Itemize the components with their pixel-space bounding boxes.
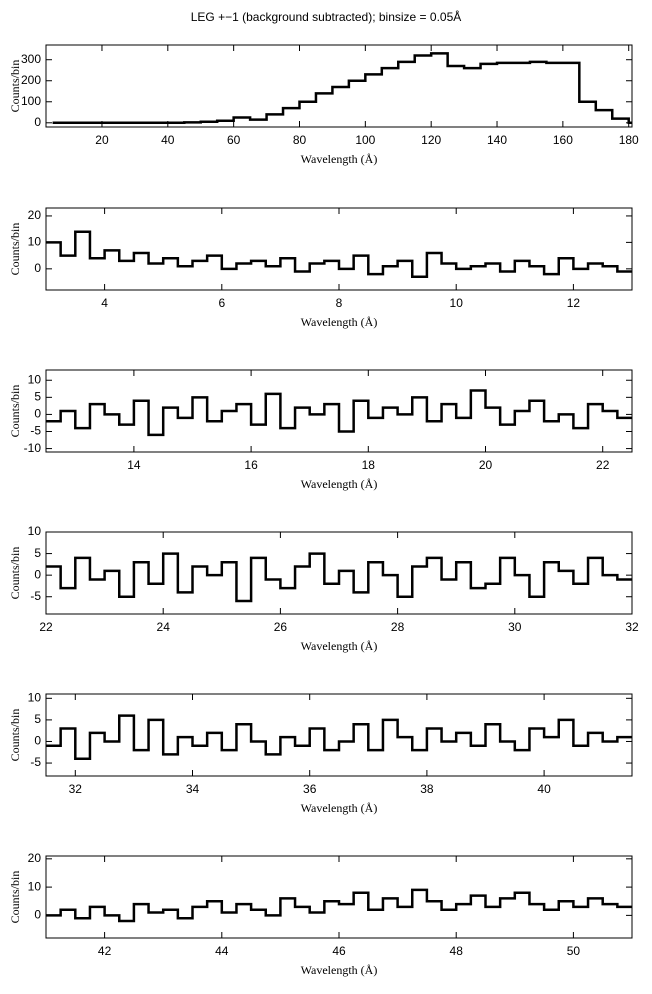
x-tick-label: 8 bbox=[336, 296, 343, 310]
x-axis-label: Wavelength (Å) bbox=[301, 963, 378, 977]
spectrum-line bbox=[52, 52, 632, 125]
x-tick-label: 22 bbox=[596, 458, 610, 472]
y-tick-label: 10 bbox=[28, 235, 42, 249]
x-tick-label: 50 bbox=[567, 944, 581, 958]
x-tick-label: 48 bbox=[450, 944, 464, 958]
x-tick-label: 34 bbox=[186, 782, 200, 796]
y-tick-label: 20 bbox=[28, 208, 42, 222]
y-tick-label: 200 bbox=[21, 73, 41, 87]
y-tick-label: 10 bbox=[28, 372, 42, 386]
x-tick-label: 36 bbox=[303, 782, 317, 796]
x-tick-label: 14 bbox=[127, 458, 141, 472]
y-tick-label: 300 bbox=[21, 52, 41, 66]
y-tick-label: 5 bbox=[34, 712, 41, 726]
x-tick-label: 12 bbox=[567, 296, 581, 310]
x-tick-label: 80 bbox=[293, 133, 307, 147]
y-tick-label: 0 bbox=[34, 115, 41, 129]
x-tick-label: 140 bbox=[487, 133, 507, 147]
x-tick-label: 24 bbox=[157, 620, 171, 634]
x-tick-label: 160 bbox=[553, 133, 573, 147]
x-tick-label: 40 bbox=[161, 133, 175, 147]
x-axis-label: Wavelength (Å) bbox=[301, 152, 378, 166]
x-tick-label: 44 bbox=[215, 944, 229, 958]
x-tick-label: 60 bbox=[227, 133, 241, 147]
x-tick-label: 42 bbox=[98, 944, 112, 958]
y-tick-label: 5 bbox=[34, 546, 41, 560]
y-axis-label: Counts/bin bbox=[8, 547, 22, 600]
y-tick-label: 5 bbox=[34, 390, 41, 404]
x-axis-label: Wavelength (Å) bbox=[301, 639, 378, 653]
x-tick-label: 40 bbox=[537, 782, 551, 796]
x-axis-label: Wavelength (Å) bbox=[301, 315, 378, 329]
y-tick-label: -10 bbox=[24, 441, 42, 455]
x-axis-label: Wavelength (Å) bbox=[301, 477, 378, 491]
x-tick-label: 6 bbox=[218, 296, 225, 310]
y-tick-label: -5 bbox=[30, 424, 41, 438]
y-tick-label: -5 bbox=[30, 589, 41, 603]
spectrum-line bbox=[46, 714, 632, 760]
plot-frame bbox=[45, 369, 633, 453]
x-tick-label: 180 bbox=[619, 133, 639, 147]
y-axis-label: Counts/bin bbox=[8, 709, 22, 762]
y-tick-label: 10 bbox=[28, 524, 42, 538]
x-tick-label: 20 bbox=[479, 458, 493, 472]
x-tick-label: 20 bbox=[95, 133, 109, 147]
plot-frame bbox=[45, 207, 633, 291]
y-axis-label: Counts/bin bbox=[8, 223, 22, 276]
plot-frame bbox=[45, 531, 633, 615]
x-tick-label: 28 bbox=[391, 620, 405, 634]
plot-frame bbox=[45, 44, 633, 128]
y-tick-label: 10 bbox=[28, 690, 42, 704]
y-tick-label: 0 bbox=[34, 407, 41, 421]
spectrum-line bbox=[46, 888, 632, 923]
x-tick-label: 32 bbox=[69, 782, 83, 796]
x-tick-label: 4 bbox=[101, 296, 108, 310]
x-tick-label: 38 bbox=[420, 782, 434, 796]
y-axis-label: Counts/bin bbox=[8, 60, 22, 113]
y-tick-label: 0 bbox=[34, 908, 41, 922]
chart-title: LEG +−1 (background subtracted); binsize… bbox=[191, 9, 462, 24]
x-tick-label: 16 bbox=[244, 458, 258, 472]
y-tick-label: -5 bbox=[30, 755, 41, 769]
x-tick-label: 10 bbox=[450, 296, 464, 310]
y-tick-label: 20 bbox=[28, 851, 42, 865]
y-axis-label: Counts/bin bbox=[8, 871, 22, 924]
y-tick-label: 0 bbox=[34, 261, 41, 275]
y-tick-label: 0 bbox=[34, 567, 41, 581]
y-tick-label: 10 bbox=[28, 879, 42, 893]
x-tick-label: 46 bbox=[332, 944, 346, 958]
spectrum-line bbox=[46, 389, 632, 437]
x-axis-label: Wavelength (Å) bbox=[301, 801, 378, 815]
x-tick-label: 26 bbox=[274, 620, 288, 634]
y-tick-label: 0 bbox=[34, 734, 41, 748]
x-tick-label: 22 bbox=[39, 620, 53, 634]
x-tick-label: 18 bbox=[362, 458, 376, 472]
x-tick-label: 100 bbox=[355, 133, 375, 147]
x-tick-label: 120 bbox=[421, 133, 441, 147]
x-tick-label: 32 bbox=[625, 620, 639, 634]
x-tick-label: 30 bbox=[508, 620, 522, 634]
y-axis-label: Counts/bin bbox=[8, 385, 22, 438]
plot-frame bbox=[45, 693, 633, 777]
plot-frame bbox=[45, 855, 633, 939]
spectrum-line bbox=[46, 552, 632, 603]
y-tick-label: 100 bbox=[21, 94, 41, 108]
spectrum-line bbox=[46, 230, 632, 279]
